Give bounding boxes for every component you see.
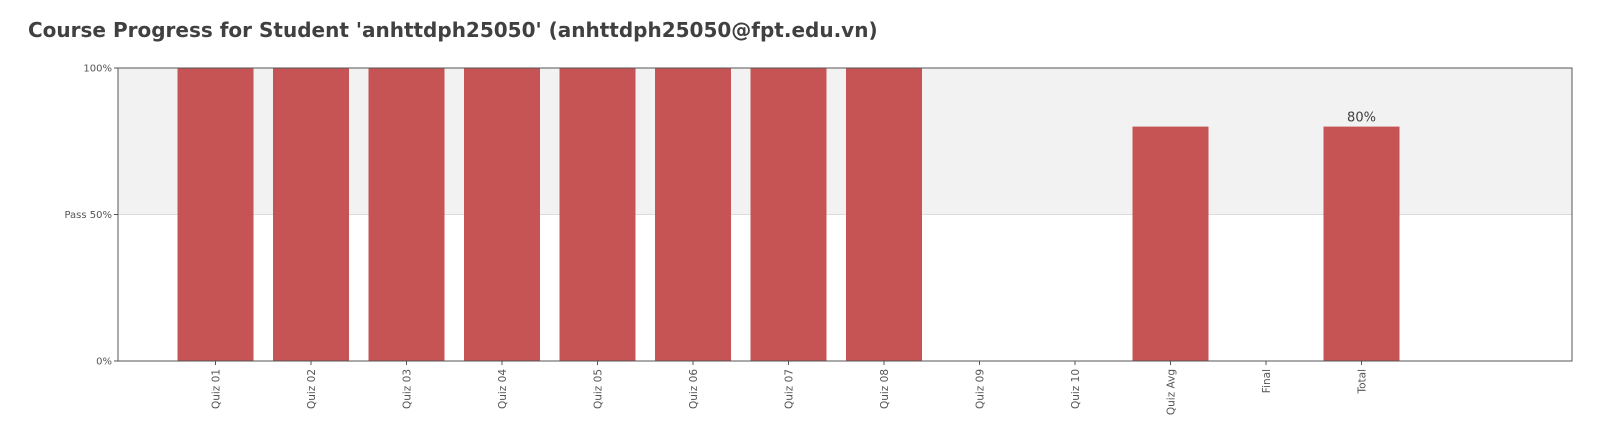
- bar-quiz-08: [846, 68, 922, 361]
- x-tick-label: Total: [1357, 369, 1369, 395]
- bar-series: [177, 68, 1400, 361]
- x-tick-label: Quiz 05: [593, 369, 605, 409]
- x-tick-label: Quiz 03: [402, 369, 414, 409]
- data-label: 80%: [1347, 111, 1376, 126]
- bar-quiz-03: [368, 68, 445, 361]
- bar-quiz-06: [655, 68, 731, 361]
- x-tick-label: Quiz 07: [784, 369, 796, 409]
- x-tick-label: Quiz 08: [879, 369, 891, 409]
- y-axis-ticks: 0% Pass 50% 100%: [64, 64, 118, 368]
- x-tick-label: Quiz 02: [306, 369, 318, 409]
- x-tick-label: Quiz 04: [497, 369, 509, 409]
- x-tick-label: Quiz Avg: [1166, 369, 1178, 415]
- x-tick-label: Quiz 09: [975, 369, 987, 409]
- bar-quiz-04: [464, 68, 540, 361]
- y-tick-label: 100%: [83, 64, 112, 75]
- bar-quiz-02: [273, 68, 349, 361]
- bar-quiz-05: [559, 68, 636, 361]
- data-labels: 80%: [1347, 111, 1376, 126]
- x-axis-ticks: Quiz 01 Quiz 02 Quiz 03 Quiz 04 Quiz 05 Quiz …: [211, 361, 1369, 415]
- x-tick-label: Quiz 01: [211, 369, 223, 409]
- x-tick-label: Quiz 10: [1070, 369, 1082, 409]
- x-tick-label: Quiz 06: [688, 369, 700, 409]
- bar-quiz-01: [177, 68, 254, 361]
- y-tick-label: Pass 50%: [64, 210, 112, 221]
- bar-total: [1323, 126, 1400, 361]
- y-tick-label: 0%: [96, 357, 112, 368]
- bar-quiz-avg: [1132, 126, 1209, 361]
- page-title: Course Progress for Student 'anhttdph250…: [28, 18, 878, 42]
- x-tick-label: Final: [1261, 369, 1273, 393]
- bar-quiz-07: [750, 68, 827, 361]
